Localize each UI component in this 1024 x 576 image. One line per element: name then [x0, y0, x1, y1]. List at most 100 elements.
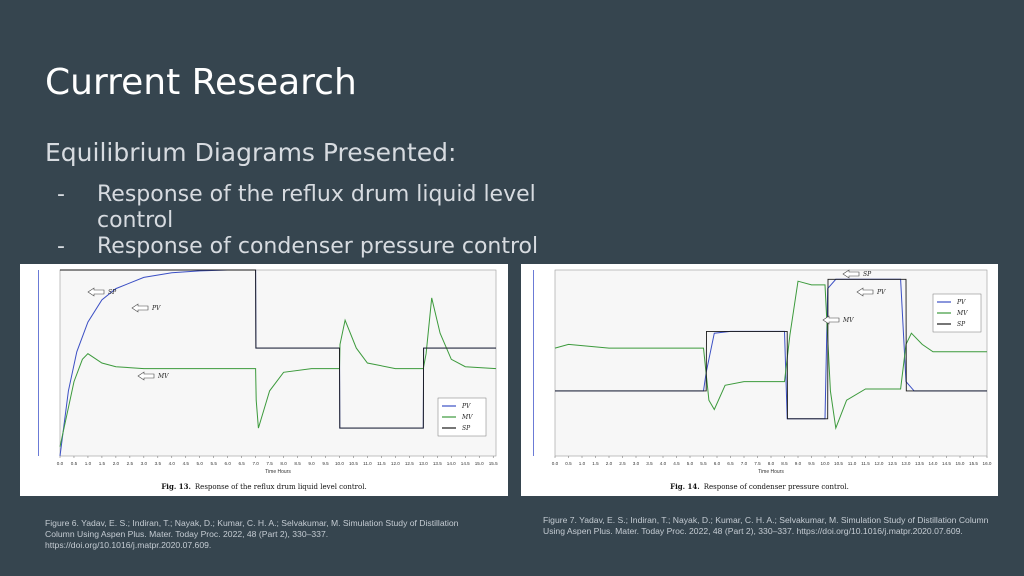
x-tick-label: 7.5 [754, 461, 761, 466]
x-tick-label: 1.5 [99, 461, 106, 466]
x-tick-label: 10.5 [349, 461, 358, 466]
x-tick-label: 13.0 [902, 461, 911, 466]
bullet-text: Response of condenser pressure control [97, 234, 539, 259]
legend-label: SP [957, 321, 966, 328]
x-tick-label: 9.0 [795, 461, 802, 466]
citation-figure-7: Figure 7. Yadav, E. S.; Indiran, T.; Nay… [543, 515, 989, 536]
x-axis-label: Time Hours [758, 469, 784, 475]
x-tick-label: 5.5 [211, 461, 218, 466]
legend-label: MV [461, 414, 473, 421]
legend-label: PV [956, 299, 966, 306]
series-line-sp [60, 269, 496, 429]
x-tick-label: 3.5 [646, 461, 653, 466]
x-tick-label: 15.0 [475, 461, 484, 466]
x-tick-label: 5.0 [687, 461, 694, 466]
annotation-label: MV [157, 373, 169, 380]
x-tick-label: 13.5 [915, 461, 924, 466]
x-tick-label: 8.0 [280, 461, 287, 466]
x-tick-label: 14.0 [447, 461, 456, 466]
bullet-item: - Response of the reflux drum liquid lev… [45, 182, 565, 234]
x-tick-label: 9.0 [308, 461, 315, 466]
slide-subtitle: Equilibrium Diagrams Presented: [45, 138, 457, 167]
x-tick-label: 0.0 [57, 461, 64, 466]
x-tick-label: 8.5 [781, 461, 788, 466]
x-tick-label: 11.5 [377, 461, 386, 466]
x-tick-label: 15.5 [489, 461, 498, 466]
y-axis-line [38, 270, 39, 456]
x-tick-label: 2.5 [127, 461, 134, 466]
x-tick-label: 10.0 [335, 461, 344, 466]
x-tick-label: 5.0 [197, 461, 204, 466]
figure-caption-text: Response of condenser pressure control. [703, 483, 849, 491]
x-tick-label: 8.5 [294, 461, 301, 466]
x-tick-label: 2.0 [606, 461, 613, 466]
x-tick-label: 12.5 [888, 461, 897, 466]
figure-label: Fig. 14. [670, 482, 700, 491]
x-tick-label: 6.0 [714, 461, 721, 466]
legend-label: MV [956, 310, 968, 317]
x-tick-label: 9.5 [808, 461, 815, 466]
figure-condenser-pressure: 0.0 0.5 1.0 1.5 2.0 2.5 3.0 3.5 4.0 4.5 5.0 5.5 6.0 6… [521, 264, 998, 496]
x-tick-label: 4.5 [183, 461, 190, 466]
x-tick-label: 4.0 [660, 461, 667, 466]
x-tick-label: 7.0 [252, 461, 259, 466]
x-tick-label: 13.5 [433, 461, 442, 466]
figure-caption-text: Response of the reflux drum liquid level… [194, 483, 367, 491]
annotation-arrow [131, 303, 149, 313]
annotation-label: SP [108, 289, 117, 296]
x-tick-label: 9.5 [322, 461, 329, 466]
x-tick-label: 16.0 [983, 461, 992, 466]
x-tick-label: 7.5 [266, 461, 273, 466]
annotation-label: PV [151, 305, 161, 312]
figure-caption: Fig. 13. Response of the reflux drum liqu… [20, 482, 508, 491]
series-line-mv [554, 280, 987, 431]
x-tick-label: 2.0 [113, 461, 120, 466]
x-tick-label: 2.5 [619, 461, 626, 466]
x-tick-label: 0.5 [565, 461, 572, 466]
x-tick-label: 11.0 [848, 461, 857, 466]
x-tick-label: 12.0 [875, 461, 884, 466]
chart-reflux-drum-level: 0.0 0.5 1.0 1.5 2.0 2.5 3.0 3.5 4.0 4.5 5.0 5.5 6.0 6… [38, 269, 498, 475]
x-tick-label: 14.5 [942, 461, 951, 466]
annotation-arrow [842, 269, 860, 279]
annotation-label: MV [842, 317, 854, 324]
x-tick-label: 4.0 [169, 461, 176, 466]
figure-label: Fig. 13. [161, 482, 191, 491]
x-axis-label: Time Hours [265, 469, 291, 475]
annotation-arrow [856, 287, 874, 297]
figure-caption: Fig. 14. Response of condenser pressure c… [521, 482, 998, 491]
x-tick-label: 1.5 [592, 461, 599, 466]
bullet-dash: - [57, 182, 65, 207]
x-tick-label: 13.0 [419, 461, 428, 466]
x-tick-label: 15.0 [956, 461, 965, 466]
x-tick-label: 1.0 [579, 461, 586, 466]
x-tick-label: 10.0 [821, 461, 830, 466]
series-line-sp [555, 278, 987, 420]
x-tick-label: 3.5 [155, 461, 162, 466]
annotation-arrow [137, 371, 155, 381]
bullet-text: Response of the reflux drum liquid level… [97, 182, 536, 233]
bullet-list: - Response of the reflux drum liquid lev… [45, 182, 565, 260]
bullet-item: - Response of condenser pressure control [45, 234, 565, 260]
x-tick-label: 1.0 [85, 461, 92, 466]
x-tick-label: 11.5 [861, 461, 870, 466]
figure-reflux-drum-level: 0.0 0.5 1.0 1.5 2.0 2.5 3.0 3.5 4.0 4.5 5.0 5.5 6.0 6… [20, 264, 508, 496]
plot-area [554, 269, 988, 457]
y-axis-line [533, 270, 534, 456]
plot-area [59, 269, 497, 457]
x-tick-label: 5.5 [700, 461, 707, 466]
annotation-arrow [822, 315, 840, 325]
x-tick-label: 11.0 [363, 461, 372, 466]
x-tick-label: 4.5 [673, 461, 680, 466]
slide-title: Current Research [45, 62, 357, 103]
bullet-dash: - [57, 234, 65, 259]
x-tick-label: 7.0 [741, 461, 748, 466]
annotation-arrow [87, 287, 105, 297]
x-tick-label: 10.5 [834, 461, 843, 466]
x-tick-label: 6.5 [727, 461, 734, 466]
x-tick-label: 0.0 [552, 461, 559, 466]
x-tick-label: 6.0 [224, 461, 231, 466]
x-tick-label: 12.5 [405, 461, 414, 466]
x-tick-label: 8.0 [768, 461, 775, 466]
citation-figure-6: Figure 6. Yadav, E. S.; Indiran, T.; Nay… [45, 518, 459, 550]
